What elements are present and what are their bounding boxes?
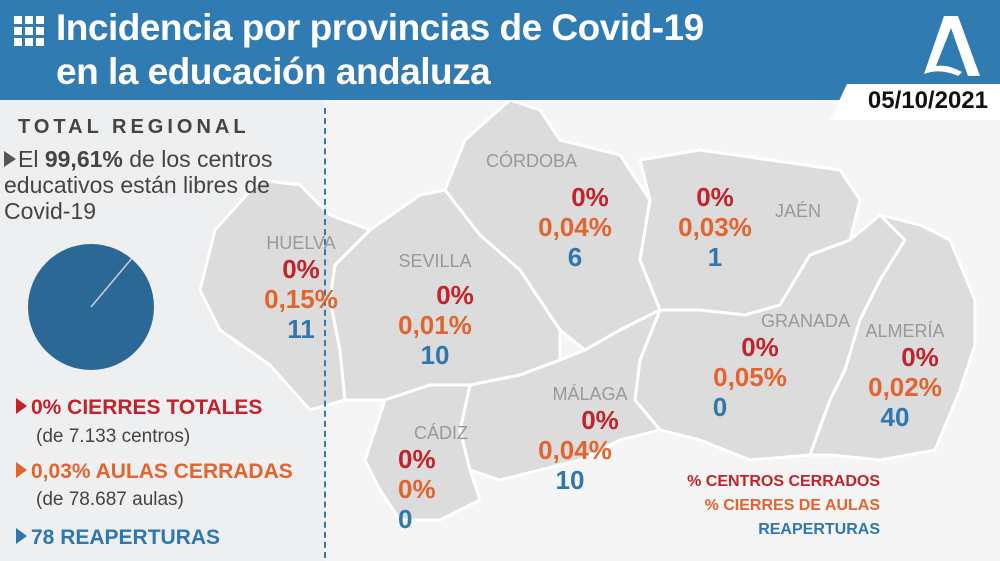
reopenings-stat: 78 REAPERTURAS — [16, 526, 220, 550]
province-malaga — [458, 308, 662, 482]
triangle-icon — [16, 398, 27, 414]
page-title: Incidencia por provincias de Covid-19 en … — [56, 6, 704, 94]
header: Incidencia por provincias de Covid-19 en … — [0, 0, 1000, 100]
lead-bold: 99,61% — [44, 146, 123, 172]
closures-sub: (de 7.133 centros) — [36, 426, 191, 447]
regional-pie — [28, 244, 154, 370]
province-label-cordoba: CÓRDOBA 0% 0,04% 6 — [486, 151, 612, 272]
title-line-1: Incidencia por provincias de Covid-19 — [56, 7, 704, 48]
reopenings-text: 78 REAPERTURAS — [31, 526, 221, 549]
classrooms-sub: (de 78.687 aulas) — [36, 489, 184, 510]
legend-reopenings: REAPERTURAS — [758, 521, 880, 538]
lead-pre: El — [18, 146, 45, 172]
triangle-icon — [16, 462, 27, 478]
regional-heading: TOTAL REGIONAL — [18, 116, 250, 138]
province-label-malaga: MÁLAGA 0% 0,04% 10 — [538, 384, 628, 495]
province-label-cadiz: CÁDIZ 0% 0% 0 — [398, 423, 468, 534]
pie-slice-affected — [90, 258, 133, 308]
legend: % CENTROS CERRADOS % CIERRES DE AULAS RE… — [687, 470, 880, 542]
legend-classrooms: % CIERRES DE AULAS — [704, 497, 880, 514]
closures-stat: 0% CIERRES TOTALES — [16, 396, 262, 420]
classrooms-text: 0,03% AULAS CERRADAS — [31, 460, 293, 483]
province-label-granada: GRANADA 0% 0,05% 0 — [712, 311, 850, 422]
divider — [324, 108, 326, 558]
junta-andalucia-logo — [924, 16, 980, 76]
province-almeria — [808, 213, 977, 462]
province-label-jaen: 0% JAÉN 0,03% 1 — [678, 182, 822, 272]
date-label: 05/10/2021 — [830, 84, 1000, 120]
grid-icon — [14, 16, 44, 46]
province-label-almeria: ALMERÍA 0% 0,02% 40 — [865, 321, 945, 432]
title-line-2: en la educación andaluza — [56, 51, 491, 92]
legend-centers: % CENTROS CERRADOS — [687, 473, 880, 490]
triangle-icon — [4, 151, 16, 167]
regional-lead: El 99,61% de los centros educativos está… — [4, 146, 322, 224]
closures-text: 0% CIERRES TOTALES — [31, 396, 263, 419]
classrooms-stat: 0,03% AULAS CERRADAS — [16, 460, 293, 484]
triangle-icon — [16, 528, 27, 544]
province-label-huelva: HUELVA 0% 0,15% 11 — [264, 233, 338, 344]
province-cadiz — [363, 383, 482, 522]
province-label-sevilla: SEVILLA 0% 0,01% 10 — [398, 251, 474, 370]
lead-post: de los centros educativos están libres d… — [4, 146, 273, 224]
